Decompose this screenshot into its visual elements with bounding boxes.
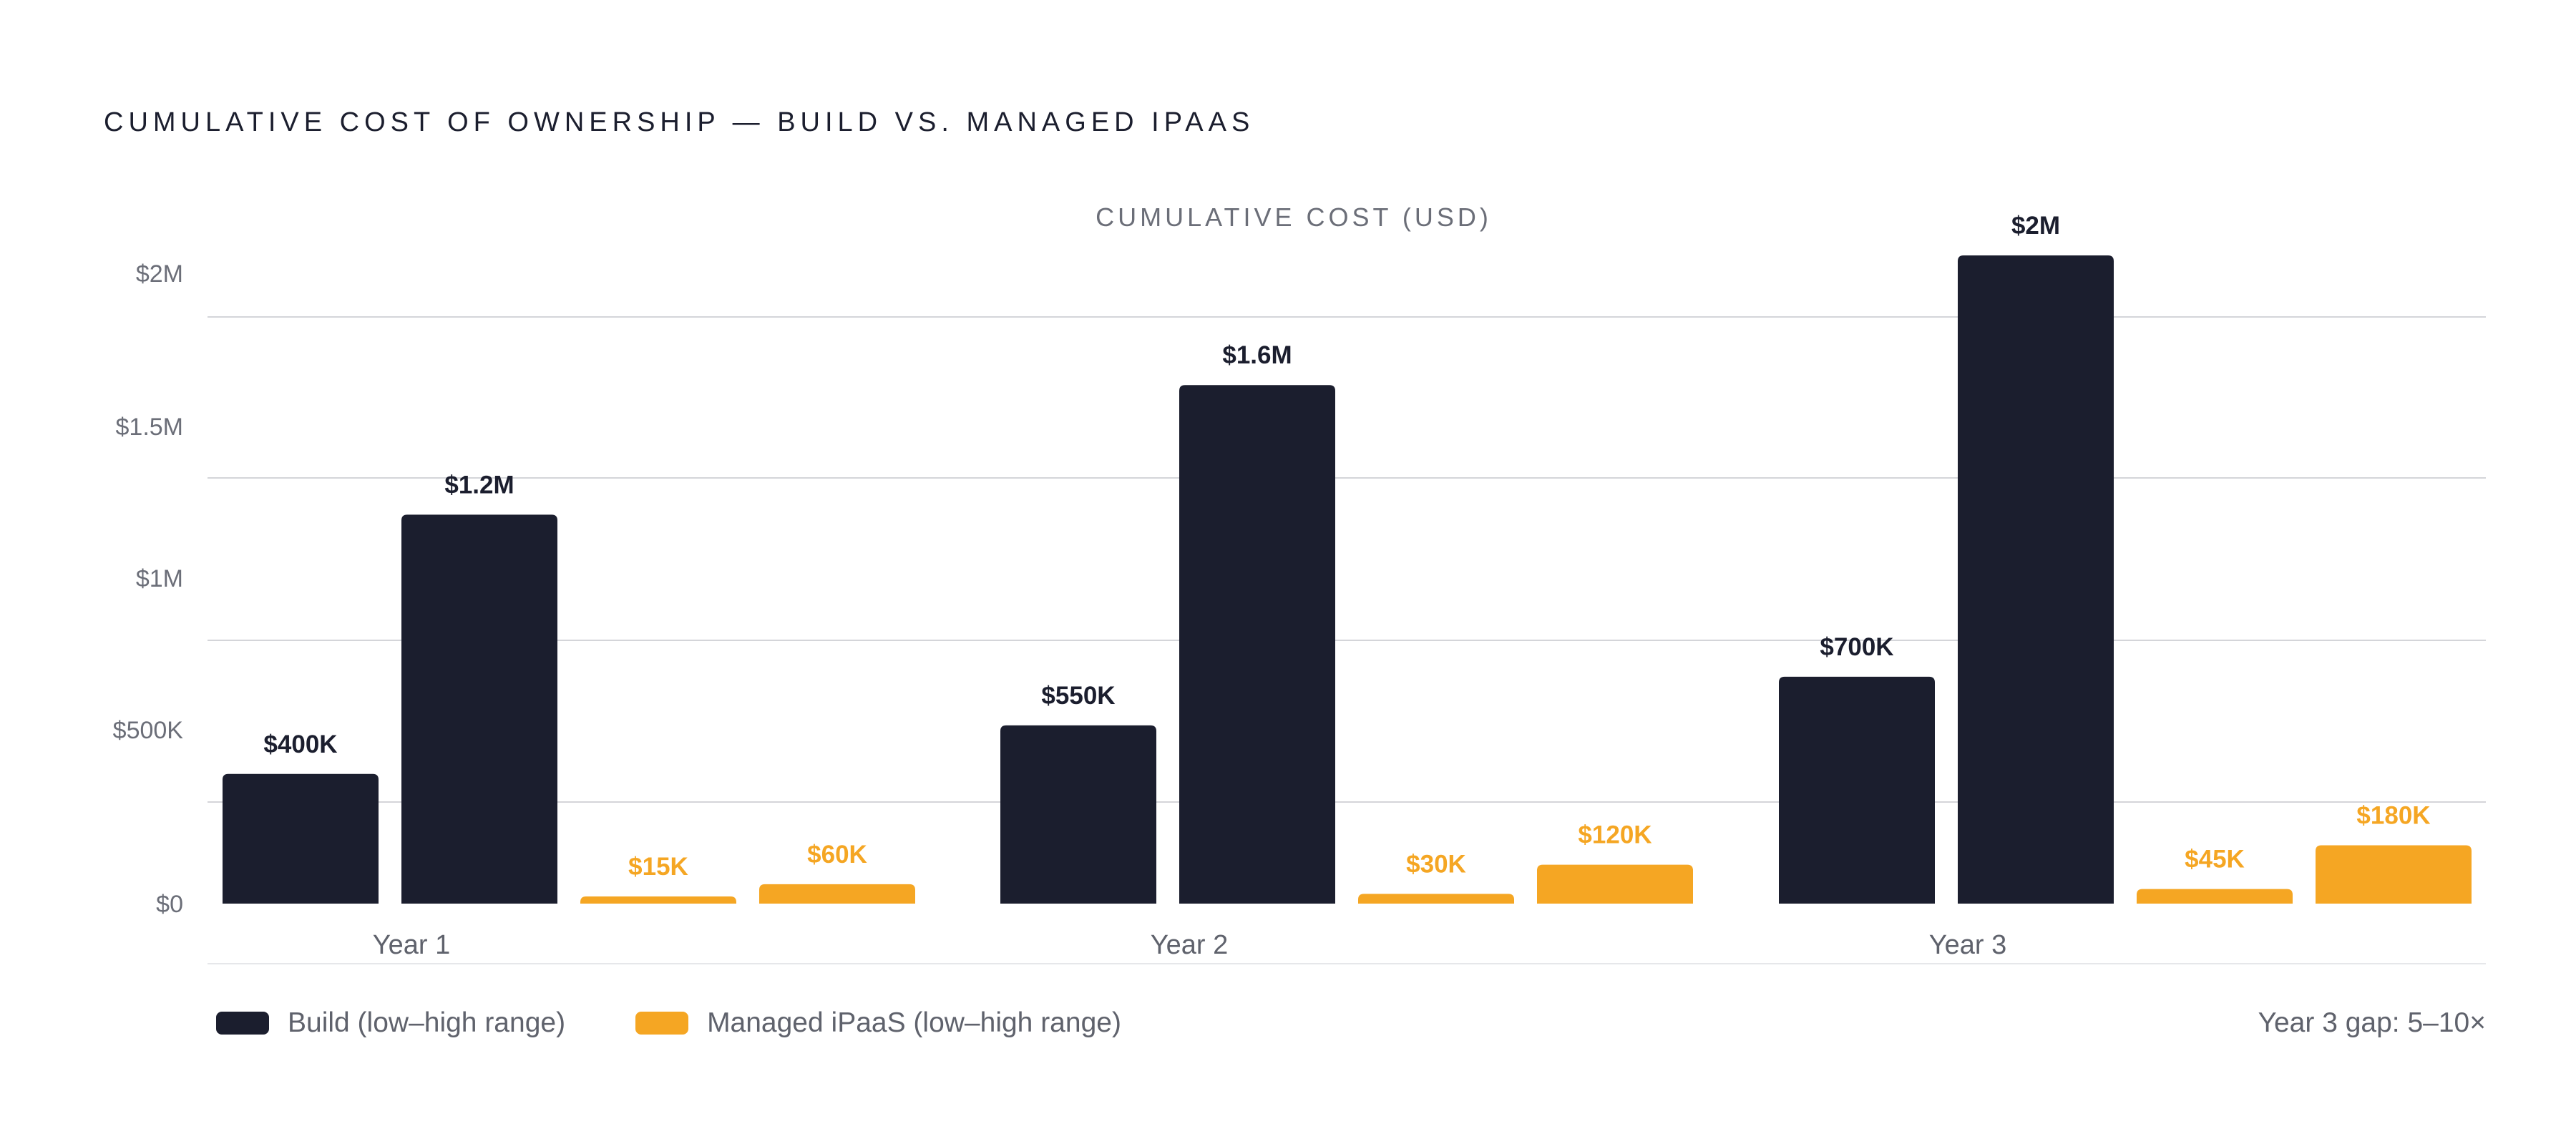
legend-label-managed: Managed iPaaS (low–high range) bbox=[707, 1007, 1121, 1038]
y-tick-label-2m: $2M bbox=[136, 260, 183, 288]
bar-build_low-year-3 bbox=[1779, 676, 1935, 904]
bar-build_high-year-3 bbox=[1958, 255, 2114, 904]
bar-label-managed_high-year-3: $180K bbox=[2356, 801, 2430, 829]
bar-build_high-year-1 bbox=[401, 514, 557, 904]
x-tick-label-year-3: Year 3 bbox=[1929, 930, 2006, 960]
legend-label-build: Build (low–high range) bbox=[288, 1007, 566, 1038]
y-axis-label: CUMULATIVE COST (USD) bbox=[1096, 202, 1492, 232]
bar-managed_low-year-1 bbox=[580, 896, 736, 904]
bar-managed_low-year-3 bbox=[2137, 889, 2293, 904]
bar-managed_low-year-2 bbox=[1358, 894, 1514, 904]
x-tick-label-year-2: Year 2 bbox=[1151, 930, 1228, 960]
legend: Build (low–high range) Managed iPaaS (lo… bbox=[216, 1007, 1191, 1039]
chart-title: CUMULATIVE COST OF OWNERSHIP — BUILD VS.… bbox=[104, 107, 1255, 137]
bar-label-build_high-year-2: $1.6M bbox=[1222, 341, 1292, 369]
bar-managed_high-year-2 bbox=[1537, 864, 1693, 904]
y-tick-label-1-5m: $1.5M bbox=[116, 414, 184, 441]
bar-build_low-year-2 bbox=[1000, 725, 1156, 904]
y-tick-label-0: $0 bbox=[156, 891, 183, 918]
legend-item-build: Build (low–high range) bbox=[216, 1007, 565, 1039]
legend-item-managed: Managed iPaaS (low–high range) bbox=[635, 1007, 1121, 1039]
bar-label-managed_low-year-2: $30K bbox=[1406, 850, 1466, 878]
bar-label-managed_high-year-2: $120K bbox=[1578, 821, 1652, 849]
bar-managed_high-year-1 bbox=[759, 884, 915, 904]
x-tick-label-year-1: Year 1 bbox=[373, 930, 450, 960]
year3-gap-note: Year 3 gap: 5–10× bbox=[2258, 1007, 2486, 1038]
bar-label-build_low-year-3: $700K bbox=[1820, 633, 1893, 661]
legend-swatch-build bbox=[216, 1012, 269, 1035]
bar-label-build_high-year-3: $2M bbox=[2011, 212, 2060, 240]
bar-build_low-year-1 bbox=[223, 773, 379, 904]
bar-label-build_high-year-1: $1.2M bbox=[444, 471, 514, 499]
bar-label-managed_low-year-3: $45K bbox=[2185, 846, 2245, 874]
bar-label-managed_low-year-1: $15K bbox=[628, 853, 688, 881]
bar-managed_high-year-3 bbox=[2316, 845, 2472, 904]
bar-label-build_low-year-1: $400K bbox=[263, 730, 337, 758]
bar-label-build_low-year-2: $550K bbox=[1041, 682, 1115, 710]
bar-build_high-year-2 bbox=[1179, 385, 1335, 904]
legend-swatch-managed bbox=[635, 1012, 689, 1035]
bar-label-managed_high-year-1: $60K bbox=[807, 841, 867, 869]
y-tick-label-500k: $500K bbox=[113, 717, 184, 744]
y-tick-label-1m: $1M bbox=[136, 565, 183, 592]
